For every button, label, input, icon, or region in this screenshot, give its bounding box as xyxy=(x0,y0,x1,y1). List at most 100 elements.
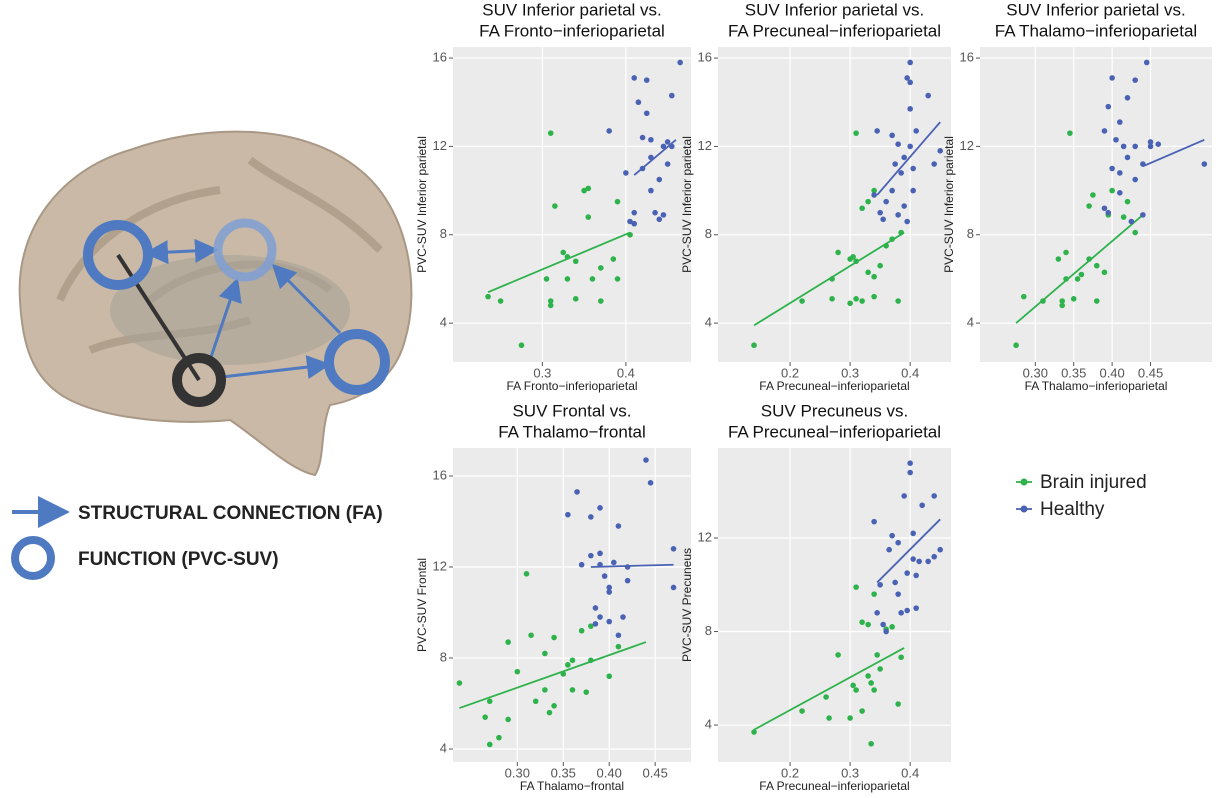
point xyxy=(624,577,631,584)
x-tick-label: 0.2 xyxy=(781,365,799,380)
point xyxy=(835,249,841,256)
point xyxy=(889,624,895,630)
point xyxy=(1117,170,1123,176)
point xyxy=(751,729,757,735)
panel: 4 8 12 0.2 0.3 0.4 SUV Precuneus vs. FA Precune… xyxy=(680,401,951,793)
y-tick-label: 12 xyxy=(698,529,712,544)
point xyxy=(907,143,913,150)
point xyxy=(581,187,587,194)
point xyxy=(505,716,511,723)
x-tick-label: 0.45 xyxy=(1138,365,1163,380)
fit-line xyxy=(1142,138,1205,168)
point xyxy=(1201,161,1208,167)
point xyxy=(677,59,683,66)
point xyxy=(631,220,638,227)
point xyxy=(597,505,603,511)
point xyxy=(664,161,671,167)
point xyxy=(799,708,805,714)
fit-line xyxy=(876,518,941,584)
chart-title: FA Thalamo−inferioparietal xyxy=(995,21,1197,40)
point xyxy=(1070,296,1077,302)
point xyxy=(910,556,916,562)
point xyxy=(826,715,832,721)
point xyxy=(904,75,910,81)
point xyxy=(486,698,493,705)
x-tick-label: 0.35 xyxy=(1061,365,1086,380)
point xyxy=(456,680,463,686)
point xyxy=(925,558,931,565)
point xyxy=(569,687,576,693)
point xyxy=(871,687,877,693)
point xyxy=(898,654,904,661)
point xyxy=(904,607,910,614)
x-tick-label: 0.30 xyxy=(505,765,530,780)
y-tick-label: 4 xyxy=(967,315,974,330)
plot-background xyxy=(453,448,691,762)
point xyxy=(913,605,919,611)
point xyxy=(497,298,504,304)
point xyxy=(627,218,633,225)
point xyxy=(901,154,907,161)
point xyxy=(868,680,874,686)
point xyxy=(865,269,871,276)
point xyxy=(597,614,603,620)
point xyxy=(668,92,675,99)
point xyxy=(895,701,901,707)
point xyxy=(865,198,871,205)
point xyxy=(1140,212,1146,218)
point xyxy=(551,634,557,641)
point xyxy=(592,621,599,627)
legend-label: Brain injured xyxy=(1040,472,1147,493)
point xyxy=(865,621,871,628)
x-axis-title: FA Precuneal−inferioparietal xyxy=(759,379,909,393)
point xyxy=(639,134,646,141)
point xyxy=(910,187,916,194)
function-ring xyxy=(83,220,153,290)
point xyxy=(652,209,658,216)
point xyxy=(1117,119,1123,125)
point xyxy=(853,687,859,693)
point xyxy=(643,110,650,117)
point xyxy=(880,216,886,223)
point xyxy=(606,128,612,134)
point xyxy=(1063,249,1069,256)
point xyxy=(565,662,571,668)
y-axis-title: PVC-SUV Precuneus xyxy=(680,548,694,662)
point xyxy=(611,559,617,566)
point xyxy=(574,489,580,495)
y-axis-title: PVC-SUV Inferior parietal xyxy=(680,136,694,273)
point xyxy=(871,273,877,280)
point xyxy=(614,276,621,282)
point xyxy=(1124,154,1131,161)
point xyxy=(547,130,554,136)
point xyxy=(606,584,613,591)
point xyxy=(547,298,554,304)
x-tick-label: 0.40 xyxy=(1099,365,1124,380)
chart-title: SUV Precuneus vs. xyxy=(761,401,908,420)
point xyxy=(528,632,534,639)
point xyxy=(496,734,502,741)
point xyxy=(907,79,913,86)
point xyxy=(889,187,895,194)
point xyxy=(631,209,638,216)
chart-title: SUV Inferior parietal vs. xyxy=(745,0,925,19)
panel: 4 8 12 16 0.3 0.4 SUV Inferior parietal vs. FA … xyxy=(415,0,691,393)
point xyxy=(1055,256,1062,262)
x-tick-label: 0.40 xyxy=(597,765,622,780)
point xyxy=(1059,298,1065,304)
point xyxy=(592,605,599,611)
point xyxy=(877,666,883,672)
point xyxy=(585,185,592,192)
x-tick-label: 0.45 xyxy=(643,765,668,780)
point xyxy=(868,740,874,747)
point xyxy=(485,293,491,300)
point xyxy=(877,581,883,588)
point xyxy=(895,298,901,304)
point xyxy=(898,610,904,616)
point xyxy=(937,148,943,154)
chart-title: FA Fronto−inferioparietal xyxy=(479,21,665,40)
function-ring xyxy=(324,329,390,395)
x-tick-label: 0.35 xyxy=(551,765,576,780)
point xyxy=(883,628,889,635)
point xyxy=(904,570,910,576)
